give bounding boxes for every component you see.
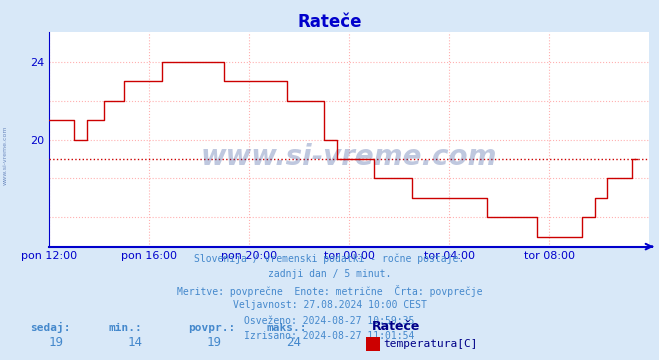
Text: temperatura[C]: temperatura[C] [384,339,478,349]
Text: maks.:: maks.: [267,323,307,333]
Text: zadnji dan / 5 minut.: zadnji dan / 5 minut. [268,269,391,279]
Text: Rateče: Rateče [297,13,362,31]
Text: sedaj:: sedaj: [30,322,70,333]
Text: www.si-vreme.com: www.si-vreme.com [3,125,8,185]
Text: 19: 19 [49,336,63,349]
Text: povpr.:: povpr.: [188,323,235,333]
Text: Osveženo: 2024-08-27 10:59:35: Osveženo: 2024-08-27 10:59:35 [244,316,415,326]
Text: www.si-vreme.com: www.si-vreme.com [201,143,498,171]
Text: Veljavnost: 27.08.2024 10:00 CEST: Veljavnost: 27.08.2024 10:00 CEST [233,300,426,310]
Text: Slovenija / vremenski podatki - ročne postaje.: Slovenija / vremenski podatki - ročne po… [194,254,465,264]
Text: 24: 24 [286,336,301,349]
Text: Izrisano: 2024-08-27 11:01:54: Izrisano: 2024-08-27 11:01:54 [244,331,415,341]
Text: Rateče: Rateče [372,320,420,333]
Text: min.:: min.: [109,323,142,333]
Text: 19: 19 [207,336,221,349]
Text: Meritve: povprečne  Enote: metrične  Črta: povprečje: Meritve: povprečne Enote: metrične Črta:… [177,285,482,297]
Text: 14: 14 [128,336,142,349]
